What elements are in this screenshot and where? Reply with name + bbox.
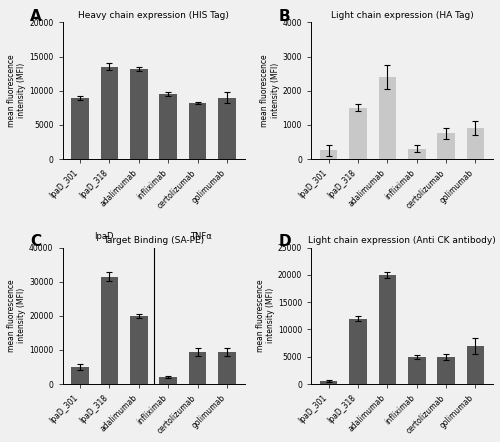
Bar	[218, 98, 236, 159]
Y-axis label: mean fluorescence
intensity (MFI): mean fluorescence intensity (MFI)	[7, 279, 26, 352]
Title: Heavy chain expression (HIS Tag): Heavy chain expression (HIS Tag)	[78, 11, 229, 20]
Bar	[466, 346, 484, 384]
Text: C: C	[30, 234, 41, 249]
Title: Light chain expression (Anti CK antibody): Light chain expression (Anti CK antibody…	[308, 236, 496, 245]
Bar	[188, 103, 206, 159]
Text: D: D	[278, 234, 291, 249]
Bar	[130, 316, 148, 384]
Bar	[408, 149, 426, 159]
Bar	[320, 381, 338, 384]
Bar	[438, 133, 455, 159]
Bar	[408, 357, 426, 384]
Bar	[188, 352, 206, 384]
Text: A: A	[30, 9, 42, 24]
Bar	[349, 108, 367, 159]
Bar	[160, 94, 177, 159]
Bar	[72, 367, 89, 384]
Bar	[349, 319, 367, 384]
Bar	[218, 352, 236, 384]
Text: TNFα: TNFα	[190, 232, 212, 241]
Title: Target Binding (SA-PE): Target Binding (SA-PE)	[103, 236, 204, 245]
Bar	[438, 357, 455, 384]
Bar	[100, 67, 118, 159]
Text: IpaD: IpaD	[94, 232, 114, 241]
Bar	[100, 277, 118, 384]
Title: Light chain expression (HA Tag): Light chain expression (HA Tag)	[330, 11, 474, 20]
Bar	[130, 69, 148, 159]
Text: B: B	[278, 9, 290, 24]
Y-axis label: mean fluorescence
intensity (MFI): mean fluorescence intensity (MFI)	[7, 54, 26, 127]
Y-axis label: mean fluorescence
intensity (MFI): mean fluorescence intensity (MFI)	[260, 54, 280, 127]
Bar	[160, 377, 177, 384]
Bar	[466, 128, 484, 159]
Bar	[378, 77, 396, 159]
Y-axis label: mean fluorescence
intensity (MFI): mean fluorescence intensity (MFI)	[256, 279, 275, 352]
Bar	[72, 98, 89, 159]
Bar	[320, 150, 338, 159]
Bar	[378, 275, 396, 384]
